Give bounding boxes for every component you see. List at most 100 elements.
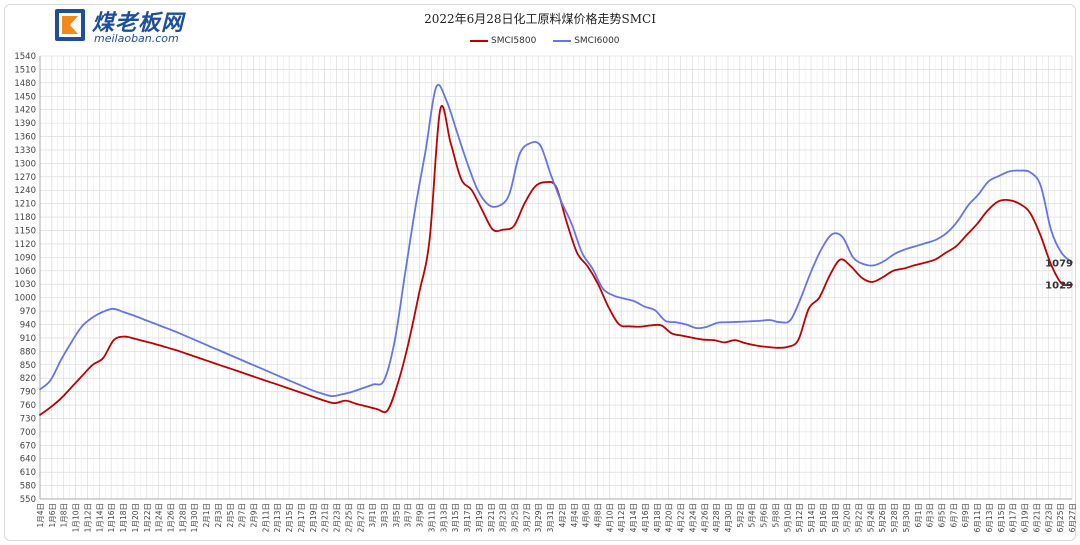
- x-tick-label: 3月19日: [475, 503, 484, 532]
- x-tick-label: 3月3日: [380, 503, 389, 528]
- y-tick-label: 700: [20, 428, 36, 438]
- x-tick-label: 5月10日: [783, 503, 792, 532]
- x-tick-label: 2月9日: [250, 503, 259, 528]
- x-tick-label: 5月4日: [748, 503, 757, 528]
- x-tick-label: 2月19日: [309, 503, 318, 532]
- x-tick-label: 1月26日: [166, 503, 175, 532]
- x-tick-label: 5月14日: [807, 503, 816, 532]
- data-label-smci5800: 1029: [1045, 281, 1073, 292]
- y-tick-label: 1510: [14, 65, 36, 75]
- x-tick-label: 5月22日: [854, 503, 863, 532]
- x-tick-label: 4月10日: [605, 503, 614, 532]
- x-tick-label: 5月16日: [819, 503, 828, 532]
- x-tick-label: 3月25日: [510, 503, 519, 532]
- chart-title: 2022年6月28日化工原料煤价格走势SMCI: [424, 12, 656, 26]
- x-tick-label: 2月15日: [285, 503, 294, 532]
- x-tick-label: 6月9日: [961, 503, 970, 528]
- x-tick-label: 4月14日: [629, 503, 638, 532]
- y-tick-label: 1540: [14, 52, 36, 62]
- x-tick-label: 3月21日: [487, 503, 496, 532]
- x-tick-label: 6月21日: [1032, 503, 1041, 532]
- x-tick-label: 4月6日: [582, 503, 591, 528]
- x-tick-label: 2月7日: [238, 503, 247, 528]
- x-tick-label: 1月16日: [107, 503, 116, 532]
- x-tick-label: 1月24日: [155, 503, 164, 532]
- x-tick-label: 3月23日: [499, 503, 508, 532]
- x-tick-label: 1月8日: [60, 503, 69, 528]
- y-tick-label: 1270: [14, 173, 36, 183]
- y-tick-label: 850: [20, 361, 36, 371]
- y-tick-label: 1240: [14, 186, 36, 196]
- x-tick-label: 5月2日: [736, 503, 745, 528]
- legend-swatch-smci6000: [553, 39, 572, 42]
- logo: 煤老板网 meilaoban.com: [54, 8, 234, 45]
- y-tick-label: 1390: [14, 119, 36, 129]
- x-tick-label: 5月8日: [771, 503, 780, 528]
- x-tick-label: 3月7日: [404, 503, 413, 528]
- y-tick-label: 550: [20, 495, 36, 505]
- x-tick-label: 1月28日: [178, 503, 187, 532]
- y-tick-label: 610: [20, 468, 36, 478]
- x-tick-label: 5月26日: [878, 503, 887, 532]
- x-tick-label: 4月8日: [594, 503, 603, 528]
- y-tick-label: 1480: [14, 79, 36, 89]
- x-tick-label: 1月20日: [131, 503, 140, 532]
- legend-label-smci5800: SMCI5800: [491, 36, 537, 46]
- y-tick-label: 910: [20, 334, 36, 344]
- y-tick-label: 790: [20, 388, 36, 398]
- x-tick-label: 5月20日: [843, 503, 852, 532]
- x-tick-label: 5月24日: [866, 503, 875, 532]
- x-tick-label: 4月24日: [688, 503, 697, 532]
- y-tick-label: 820: [20, 374, 36, 384]
- x-tick-label: 4月12日: [617, 503, 626, 532]
- x-tick-label: 3月15日: [451, 503, 460, 532]
- grid: [39, 55, 1073, 500]
- x-tick-label: 2月17日: [297, 503, 306, 532]
- x-tick-label: 3月5日: [392, 503, 401, 528]
- x-tick-label: 6月5日: [938, 503, 947, 528]
- series-line-smci6000: [39, 83, 1073, 398]
- y-tick-label: 1150: [14, 227, 36, 237]
- x-tick-label: 6月19日: [1021, 503, 1030, 532]
- y-tick-label: 1450: [14, 92, 36, 102]
- x-tick-label: 1月4日: [36, 503, 45, 528]
- x-tick-label: 6月3日: [926, 503, 935, 528]
- y-tick-label: 760: [20, 401, 36, 411]
- x-tick-label: 3月29日: [534, 503, 543, 532]
- x-tick-label: 1月18日: [119, 503, 128, 532]
- x-tick-label: 4月30日: [724, 503, 733, 532]
- x-tick-label: 2月27日: [356, 503, 365, 532]
- y-tick-label: 670: [20, 441, 36, 451]
- x-tick-label: 6月13日: [985, 503, 994, 532]
- y-tick-label: 640: [20, 455, 36, 465]
- x-tick-label: 3月31日: [546, 503, 555, 532]
- x-tick-label: 4月18日: [653, 503, 662, 532]
- y-tick-label: 580: [20, 482, 36, 492]
- x-tick-label: 2月21日: [321, 503, 330, 532]
- logo-url-text: meilaoban.com: [94, 32, 179, 45]
- y-tick-label: 1060: [14, 267, 36, 277]
- x-tick-label: 6月23日: [1044, 503, 1053, 532]
- x-tick-label: 5月18日: [831, 503, 840, 532]
- x-tick-label: 2月13日: [273, 503, 282, 532]
- x-tick-label: 6月1日: [914, 503, 923, 528]
- x-tick-label: 3月11日: [427, 503, 436, 532]
- y-tick-label: 1030: [14, 280, 36, 290]
- data-label-smci6000: 1079: [1045, 258, 1073, 269]
- y-tick-label: 1300: [14, 159, 36, 169]
- y-axis: 550 580 610 640 670 700 730 760 790 820 850 880 910 9…: [14, 52, 41, 505]
- x-tick-label: 5月12日: [795, 503, 804, 532]
- x-tick-label: 1月14日: [95, 503, 104, 532]
- x-tick-label: 1月30日: [190, 503, 199, 532]
- legend-swatch-smci5800: [470, 39, 488, 42]
- logo-mark-icon: [55, 9, 85, 41]
- y-tick-label: 730: [20, 414, 36, 424]
- x-tick-label: 2月11日: [261, 503, 270, 532]
- y-tick-label: 940: [20, 320, 36, 330]
- x-tick-label: 6月7日: [949, 503, 958, 528]
- x-tick-label: 4月4日: [570, 503, 579, 528]
- x-axis: 1月4日 1月6日 1月8日 1月10日 1月12日 1月14日 1月16日 1月18日 1月2…: [36, 498, 1077, 532]
- y-tick-label: 1120: [14, 240, 36, 250]
- x-tick-label: 4月26日: [700, 503, 709, 532]
- x-tick-label: 3月1日: [368, 503, 377, 528]
